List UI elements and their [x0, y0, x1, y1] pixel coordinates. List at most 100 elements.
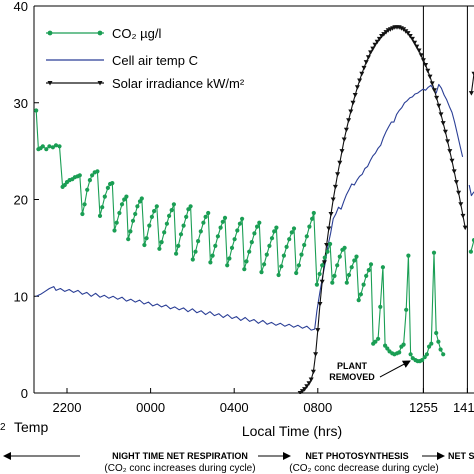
solar-point — [438, 112, 444, 117]
solar-point — [313, 352, 319, 357]
solar-point — [456, 190, 462, 196]
co2-point — [184, 214, 189, 219]
co2-point — [332, 273, 337, 278]
y-tick-label: 20 — [14, 193, 28, 208]
co2-point — [310, 216, 315, 221]
co2-point — [335, 263, 340, 268]
co2-point — [178, 232, 184, 237]
co2-point — [325, 249, 330, 254]
solar-point — [361, 65, 367, 71]
co2-point — [468, 249, 473, 254]
co2-point — [198, 229, 203, 234]
solar-point — [348, 109, 354, 114]
solar-point — [414, 44, 420, 50]
co2-point — [364, 273, 369, 278]
co2-point — [368, 262, 374, 267]
co2-point — [358, 292, 363, 297]
co2-point — [287, 237, 292, 242]
solar-point — [324, 243, 330, 248]
co2-point — [431, 250, 437, 255]
co2-point — [126, 237, 131, 242]
solar-point — [315, 328, 321, 333]
solar-point — [319, 279, 325, 285]
co2-point — [229, 245, 235, 250]
solar-point — [310, 369, 316, 375]
co2-point — [40, 144, 45, 149]
co2-point — [169, 208, 174, 213]
co2-point — [220, 219, 225, 224]
solar-point — [359, 71, 365, 77]
co2-point — [171, 202, 176, 207]
temp-series-line-continued — [468, 184, 474, 197]
solar-point — [381, 32, 387, 37]
co2-point — [119, 202, 125, 207]
photo-sublabel: (CO₂ conc decrease during cycle) — [289, 463, 439, 474]
co2-point — [349, 265, 354, 270]
co2-point — [366, 268, 371, 273]
solar-point — [352, 93, 358, 98]
solar-point — [449, 158, 455, 164]
co2-point — [427, 344, 432, 349]
co2-point — [294, 270, 299, 276]
solar-point — [350, 100, 356, 106]
co2-point — [342, 245, 347, 250]
solar-point — [460, 213, 466, 219]
solar-point — [416, 48, 422, 53]
co2-point — [130, 218, 136, 223]
solar-point — [326, 226, 332, 231]
solar-point — [354, 85, 360, 90]
solar-point — [317, 302, 323, 307]
co2-point — [110, 181, 115, 186]
co2-point — [436, 339, 441, 344]
co2-point — [176, 243, 181, 248]
co2-point — [385, 346, 390, 351]
y-tick-label: 30 — [14, 96, 28, 111]
co2-point — [190, 257, 195, 262]
co2-point — [274, 225, 279, 230]
solar-point — [383, 30, 389, 35]
co2-point — [401, 342, 406, 347]
solar-point — [365, 55, 371, 60]
solar-point — [445, 139, 451, 144]
solar-point — [407, 34, 413, 39]
solar-point — [335, 172, 341, 177]
co2-point — [82, 202, 87, 207]
co2-point — [57, 144, 62, 149]
co2-point — [87, 178, 92, 183]
co2-point — [380, 265, 385, 270]
co2-point — [378, 304, 383, 309]
left-subscript-fragment: 2 — [0, 422, 6, 433]
x-tick-label: 0800 — [303, 400, 332, 415]
legend-solar-marker — [47, 81, 53, 86]
solar-point — [447, 149, 453, 154]
co2-point — [267, 243, 272, 248]
co2-point — [144, 236, 149, 241]
solar-point — [423, 63, 429, 68]
co2-point — [149, 214, 154, 219]
solar-point — [299, 389, 305, 394]
co2-point — [429, 341, 434, 346]
co2-point — [242, 267, 247, 272]
co2-point — [291, 226, 297, 231]
solar-point — [343, 127, 349, 133]
co2-point — [122, 197, 127, 202]
x-axis-label: Local Time (hrs) — [242, 423, 342, 439]
co2-point — [255, 224, 260, 229]
co2-point — [124, 194, 129, 199]
solar-point — [308, 377, 314, 382]
co2-point — [314, 282, 319, 287]
solar-point — [376, 36, 382, 42]
co2-point — [408, 352, 413, 357]
co2-point — [80, 211, 85, 217]
co2-point — [361, 282, 366, 287]
legend-solar-label: Solar irradiance kW/m² — [112, 76, 245, 91]
solar-point — [304, 384, 310, 389]
night-sublabel: (CO₂ conc increases during cycle) — [104, 463, 255, 474]
solar-point — [368, 50, 374, 55]
co2-point — [434, 330, 439, 336]
co2-point — [284, 244, 289, 249]
co2-point — [117, 210, 122, 216]
co2-point — [346, 272, 352, 278]
solar-point — [440, 121, 446, 126]
